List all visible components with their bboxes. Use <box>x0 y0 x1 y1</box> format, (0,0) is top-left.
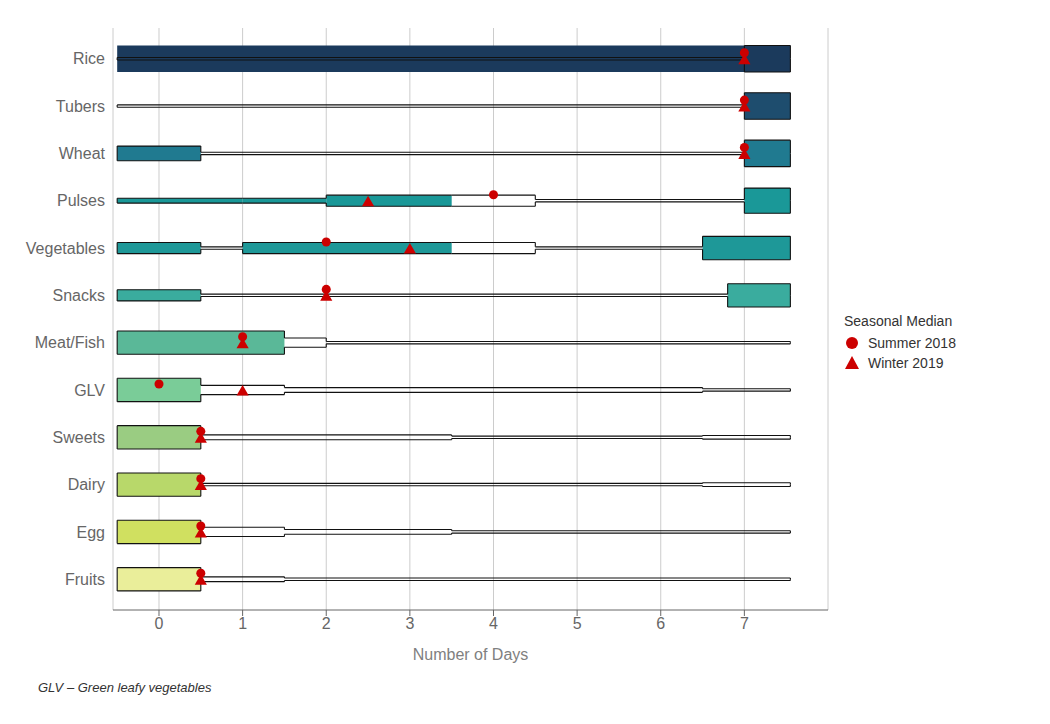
svg-text:4: 4 <box>489 615 498 632</box>
svg-text:3: 3 <box>405 615 414 632</box>
svg-text:Meat/Fish: Meat/Fish <box>35 334 105 351</box>
svg-text:Snacks: Snacks <box>53 287 105 304</box>
svg-text:Egg: Egg <box>77 524 105 541</box>
html-text:GLV – Green leafy vegetables: GLV – Green leafy vegetables <box>38 680 212 695</box>
html-text:Winter 2019: Winter 2019 <box>868 355 944 371</box>
svg-text:Vegetables: Vegetables <box>26 240 105 257</box>
svg-text:Wheat: Wheat <box>59 145 106 162</box>
html-text:Seasonal Median: Seasonal Median <box>844 313 953 329</box>
svg-text:6: 6 <box>656 615 665 632</box>
svg-text:Pulses: Pulses <box>57 192 105 209</box>
svg-text:Rice: Rice <box>73 50 105 67</box>
svg-text:Dairy: Dairy <box>68 476 105 493</box>
svg-text:Sweets: Sweets <box>53 429 105 446</box>
svg-text:0: 0 <box>155 615 164 632</box>
svg-text:Tubers: Tubers <box>56 98 105 115</box>
svg-text:2: 2 <box>322 615 331 632</box>
html-text:Summer 2018: Summer 2018 <box>868 335 956 351</box>
svg-text:Fruits: Fruits <box>65 571 105 588</box>
svg-text:GLV: GLV <box>74 382 105 399</box>
svg-text:1: 1 <box>238 615 247 632</box>
svg-text:7: 7 <box>740 615 749 632</box>
svg-text:Number of Days: Number of Days <box>413 646 529 663</box>
svg-text:5: 5 <box>573 615 582 632</box>
